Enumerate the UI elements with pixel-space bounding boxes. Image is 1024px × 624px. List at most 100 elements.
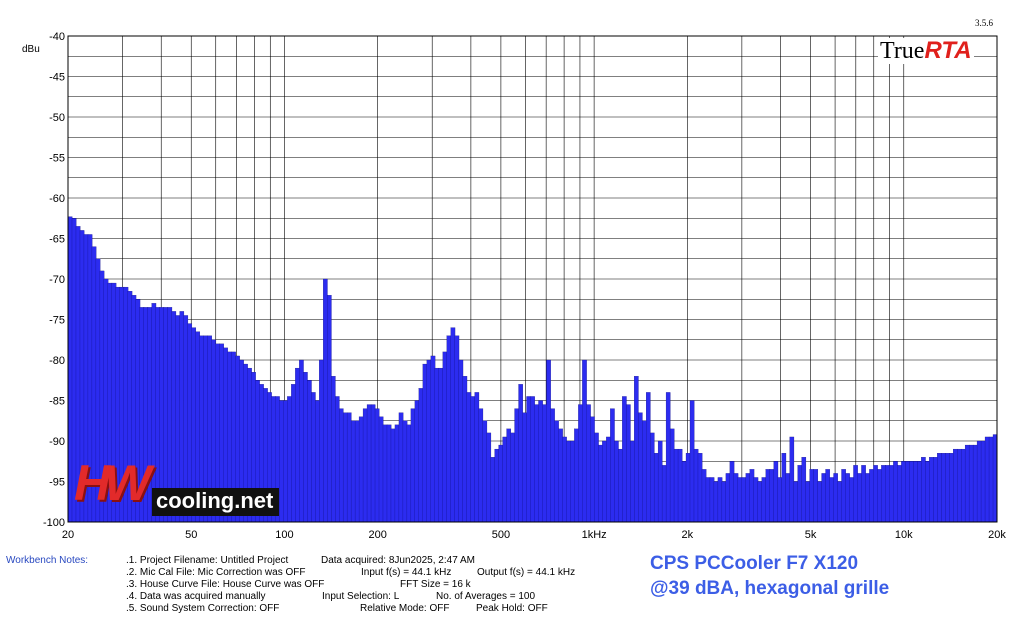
spectrum-bar — [781, 453, 787, 523]
spectrum-bar — [821, 473, 826, 523]
spectrum-bar — [957, 448, 962, 523]
spectrum-bar — [342, 412, 348, 523]
spectrum-bar — [869, 469, 874, 523]
spectrum-bar — [490, 457, 496, 523]
spectrum-bar — [335, 396, 340, 523]
spectrum-bar — [984, 436, 990, 523]
note-5c: Peak Hold: OFF — [476, 603, 548, 614]
spectrum-bar — [279, 400, 284, 523]
note-2c: Output f(s) = 44.1 kHz — [477, 567, 576, 578]
spectrum-bar — [649, 432, 655, 523]
note-3b: FFT Size = 16 k — [400, 579, 471, 590]
spectrum-bar — [295, 367, 300, 523]
spectrum-bar — [877, 469, 882, 523]
spectrum-bar — [327, 295, 332, 523]
spectrum-bar — [426, 359, 432, 523]
x-tick-label: 20 — [62, 529, 74, 541]
spectrum-bar — [398, 412, 404, 523]
watermark-mark: HW — [74, 455, 151, 511]
spectrum-bar — [362, 408, 368, 523]
spectrum-bar — [773, 461, 779, 523]
spectrum-bar — [578, 404, 583, 523]
caption-line-1: CPS PCCooler F7 X120 — [650, 553, 859, 574]
spectrum-bar — [470, 396, 476, 523]
spectrum-bar — [849, 477, 854, 523]
spectrum-bar — [837, 481, 842, 523]
spectrum-bar — [390, 428, 396, 523]
spectrum-bar — [434, 367, 440, 523]
spectrum-bar — [905, 461, 910, 523]
spectrum-bar — [331, 376, 336, 523]
spectrum-bar — [614, 440, 619, 523]
spectrum-bar — [287, 396, 292, 523]
spectrum-bar — [681, 461, 687, 523]
spectrum-bar — [438, 367, 444, 523]
spectrum-bar — [67, 216, 73, 523]
spectrum-bar — [933, 457, 938, 523]
spectrum-bar — [374, 408, 380, 523]
plot-frame — [67, 35, 998, 523]
workbench-notes-label: Workbench Notes: — [6, 555, 89, 566]
note-1a: .1. Project Filename: Untitled Project — [126, 555, 289, 566]
spectrum-bar — [673, 448, 679, 523]
spectrum-bar — [494, 448, 500, 523]
y-tick-label: -75 — [49, 315, 65, 327]
spectrum-bar — [522, 412, 527, 523]
spectrum-bar — [761, 477, 767, 523]
spectrum-bar — [901, 461, 906, 523]
x-tick-label: 100 — [275, 529, 293, 541]
spectrum-bar — [693, 448, 699, 523]
spectrum-bar — [953, 448, 958, 523]
x-tick-label: 200 — [368, 529, 386, 541]
spectrum-bar — [442, 351, 448, 523]
spectrum-bar — [964, 444, 970, 523]
spectrum-bar — [845, 473, 850, 523]
spectrum-bar — [430, 355, 436, 523]
spectrum-bar — [562, 436, 567, 523]
spectrum-bar — [566, 440, 571, 523]
spectrum-bar — [817, 481, 822, 523]
spectrum-bar — [793, 481, 799, 523]
spectrum-bar — [813, 469, 819, 523]
x-tick-label: 50 — [185, 529, 197, 541]
spectrum-bar — [422, 363, 428, 523]
spectrum-bar — [602, 440, 607, 523]
y-tick-label: -85 — [49, 396, 65, 408]
spectrum-bar — [338, 408, 344, 523]
spectrum-bar — [558, 428, 563, 523]
spectrum-bar — [988, 436, 994, 523]
spectrum-bar — [642, 420, 647, 523]
spectrum-bar — [311, 392, 316, 523]
spectrum-bar — [382, 424, 388, 523]
y-tick-label: -95 — [49, 477, 65, 489]
spectrum-bar — [482, 420, 488, 523]
spectrum-bar — [478, 408, 484, 523]
spectrum-bar — [486, 432, 492, 523]
spectrum-bar — [917, 461, 922, 523]
spectrum-bar — [466, 392, 472, 523]
x-tick-label: 500 — [492, 529, 510, 541]
spectrum-bar — [657, 440, 663, 523]
note-1b: Data acquired: 8Jun2025, 2:47 AM — [321, 555, 475, 566]
x-tick-label: 1kHz — [582, 529, 607, 541]
spectrum-bar — [638, 412, 643, 523]
spectrum-bar — [410, 408, 416, 523]
spectrum-bar — [737, 477, 743, 523]
spectrum-bar — [913, 461, 918, 523]
spectrum-bar — [358, 416, 364, 523]
chart-axes: -40 -45 -50 -55 -60 -65 -70 -75 -80 -85 -90 -95 -100… — [22, 31, 1006, 541]
spectrum-bar — [865, 473, 870, 523]
spectrum-bar — [590, 416, 595, 523]
spectrum-bar — [789, 436, 795, 523]
spectrum-bar — [534, 404, 539, 523]
spectrum-bar — [618, 448, 623, 523]
spectrum-bar — [323, 278, 328, 523]
spectrum-bar — [861, 465, 866, 523]
y-tick-label: -90 — [49, 436, 65, 448]
spectrum-bar — [514, 408, 519, 523]
spectrum-bar — [729, 461, 735, 523]
spectrum-bar — [542, 404, 547, 523]
spectrum-bar — [598, 444, 603, 523]
logo-rta: RTA — [924, 37, 972, 64]
